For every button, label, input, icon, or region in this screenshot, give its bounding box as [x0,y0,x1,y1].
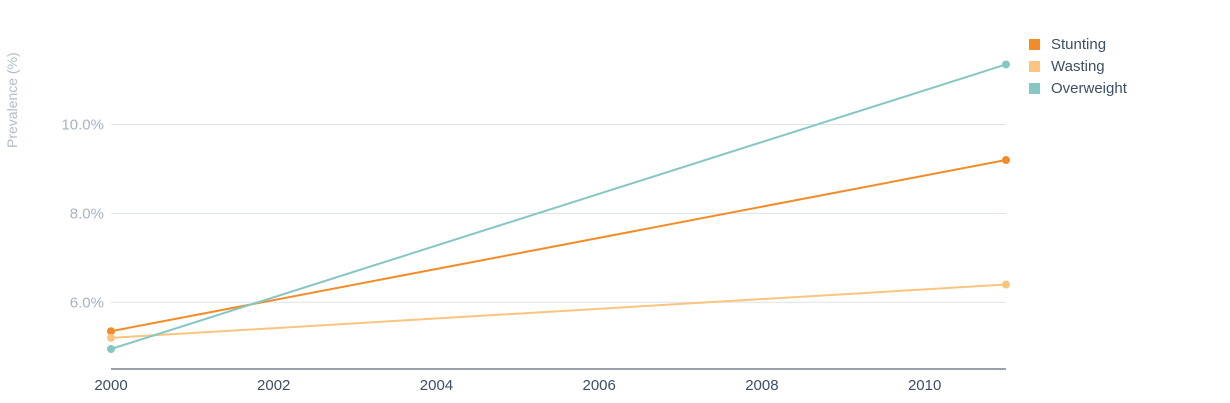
legend-label-stunting: Stunting [1051,35,1107,53]
legend-swatch-wasting [1029,60,1040,72]
data-point-overweight[interactable] [1002,60,1010,69]
legend-item-wasting[interactable]: Wasting [1029,55,1127,77]
data-point-wasting[interactable] [1002,280,1010,289]
series-lines [110,63,1007,350]
series-line-stunting [110,159,1007,333]
x-tick-label: 2006 [582,377,615,394]
y-tick-labels: 6.0% 8.0% 10.0% [61,116,104,311]
legend-label-wasting: Wasting [1051,57,1105,75]
legend-swatch-overweight [1029,82,1040,94]
data-point-overweight[interactable] [107,344,115,353]
data-point-stunting[interactable] [1002,156,1010,165]
series-line-overweight [110,63,1007,350]
y-tick-label: 10.0% [61,116,104,133]
legend: Stunting Wasting Overweight [1029,33,1127,99]
x-tick-label: 2002 [257,377,290,394]
y-tick-label: 8.0% [70,205,104,222]
legend-item-stunting[interactable]: Stunting [1029,33,1127,55]
series-points [107,60,1010,353]
x-tick-labels: 2000 2002 2004 2006 2008 2010 [94,377,941,394]
y-axis-title: Prevalence (%) [4,52,20,148]
y-tick-label: 6.0% [70,294,104,311]
legend-item-overweight[interactable]: Overweight [1029,77,1127,99]
x-tick-label: 2010 [908,377,941,394]
data-point-stunting[interactable] [107,327,115,336]
x-tick-label: 2008 [745,377,778,394]
gridlines [111,123,1006,303]
legend-label-overweight: Overweight [1051,79,1127,97]
x-tick-label: 2000 [94,377,127,394]
data-point-wasting[interactable] [107,333,115,342]
legend-swatch-stunting [1029,38,1040,50]
series-line-wasting [110,283,1007,339]
x-tick-label: 2004 [420,377,453,394]
